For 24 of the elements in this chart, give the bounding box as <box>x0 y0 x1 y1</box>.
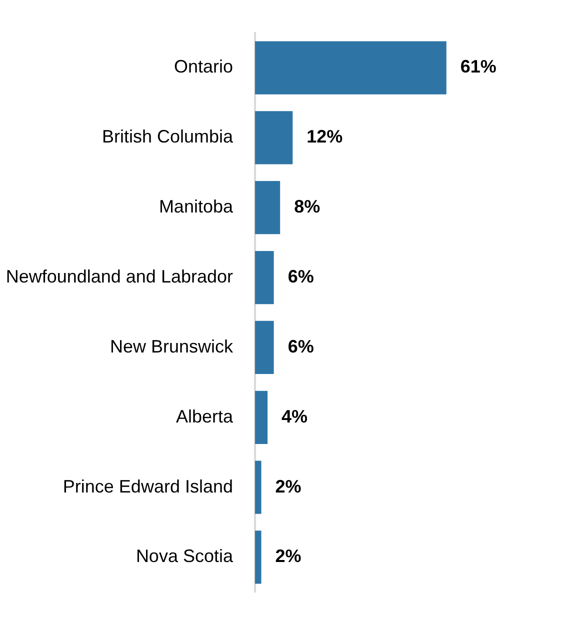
y-tick-label: Manitoba <box>158 196 234 217</box>
bar <box>255 181 280 234</box>
bar <box>255 41 446 94</box>
y-tick-label: Ontario <box>174 56 233 77</box>
data-label: 8% <box>294 196 320 217</box>
bar <box>255 111 293 164</box>
data-label: 4% <box>282 406 308 426</box>
data-label: 2% <box>275 546 302 566</box>
data-label: 6% <box>288 266 314 287</box>
data-label: 2% <box>275 476 302 496</box>
data-label: 61% <box>460 56 496 77</box>
data-label: 12% <box>306 126 343 147</box>
bar <box>255 390 268 444</box>
y-tick-label: British Columbia <box>102 126 234 147</box>
bar <box>255 530 262 584</box>
bar <box>255 460 262 514</box>
y-tick-label: Newfoundland and Labrador <box>6 266 234 287</box>
y-tick-label: Alberta <box>176 406 234 426</box>
bar <box>255 250 274 304</box>
data-label: 6% <box>288 336 314 356</box>
bar <box>255 320 274 374</box>
y-tick-label: Prince Edward Island <box>62 476 233 496</box>
y-tick-label: Nova Scotia <box>136 546 234 566</box>
y-tick-label: New Brunswick <box>110 336 234 356</box>
